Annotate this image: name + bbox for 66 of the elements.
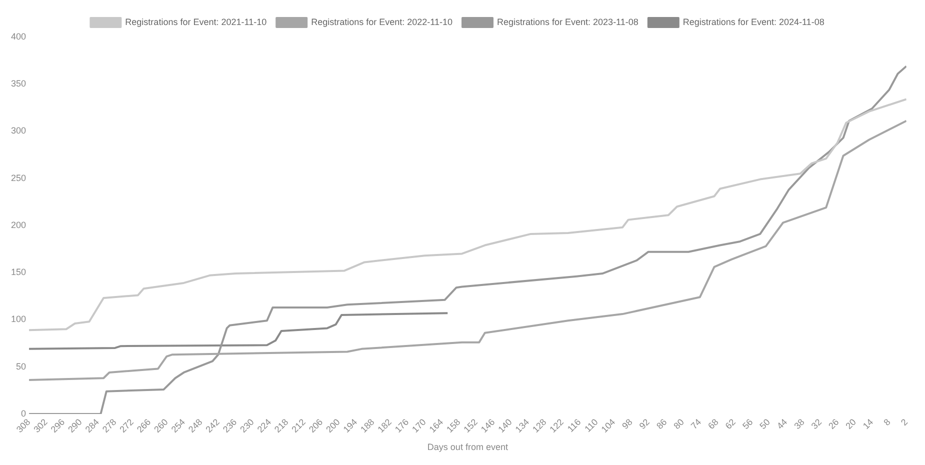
- y-tick-label: 400: [10, 31, 26, 42]
- x-tick-label: 242: [204, 416, 222, 435]
- y-tick-label: 0: [21, 408, 26, 418]
- x-tick-label: 182: [376, 416, 394, 435]
- y-tick-label: 150: [10, 267, 26, 278]
- y-tick-label: 350: [10, 78, 26, 89]
- x-tick-label: 284: [83, 416, 101, 435]
- y-tick-label: 300: [10, 126, 26, 136]
- x-tick-label: 116: [565, 416, 583, 434]
- x-tick-label: 254: [169, 416, 188, 435]
- x-tick-label: 260: [152, 416, 170, 435]
- x-tick-label: 248: [186, 416, 204, 435]
- x-axis-title: Days out from event: [427, 442, 508, 452]
- x-tick-label: 230: [238, 416, 256, 435]
- x-tick-label: 188: [358, 416, 376, 435]
- legend-label: Registrations for Event: 2021-11-10: [125, 16, 267, 27]
- x-tick-label: 218: [272, 416, 290, 435]
- x-tick-label: 110: [582, 416, 600, 434]
- x-tick-label: 146: [478, 416, 497, 435]
- x-tick-label: 278: [100, 416, 118, 435]
- x-tick-label: 2: [898, 416, 910, 428]
- x-tick-label: 266: [134, 416, 153, 435]
- x-tick-label: 164: [427, 416, 446, 435]
- x-tick-label: 92: [637, 416, 652, 432]
- x-tick-label: 308: [14, 416, 32, 435]
- x-tick-label: 80: [672, 416, 686, 432]
- x-tick-label: 26: [826, 416, 841, 432]
- y-tick-label: 200: [10, 220, 26, 230]
- x-tick-label: 140: [496, 416, 514, 435]
- x-tick-label: 194: [341, 416, 360, 435]
- x-tick-label: 68: [706, 416, 720, 432]
- x-tick-label: 212: [290, 416, 308, 435]
- x-tick-label: 176: [392, 416, 411, 435]
- x-tick-label: 236: [220, 416, 239, 435]
- x-tick-label: 56: [740, 416, 755, 432]
- x-tick-label: 152: [462, 416, 480, 435]
- x-tick-label: 50: [758, 416, 772, 432]
- x-tick-label: 38: [792, 416, 806, 432]
- x-tick-label: 86: [654, 416, 669, 432]
- x-tick-label: 32: [809, 416, 824, 432]
- y-tick-label: 100: [10, 314, 26, 324]
- x-tick-label: 104: [599, 416, 618, 435]
- x-tick-label: 302: [32, 416, 50, 435]
- x-tick-label: 62: [723, 416, 738, 432]
- x-tick-label: 128: [530, 416, 548, 435]
- y-tick-label: 250: [10, 172, 26, 183]
- x-tick-label: 206: [306, 416, 325, 435]
- legend-label: Registrations for Event: 2023-11-08: [497, 16, 638, 27]
- x-tick-label: 290: [66, 416, 84, 435]
- x-tick-label: 158: [444, 416, 462, 435]
- x-tick-label: 272: [118, 416, 136, 435]
- x-tick-label: 296: [48, 416, 67, 435]
- legend-label: Registrations for Event: 2024-11-08: [682, 16, 824, 27]
- x-tick-label: 122: [548, 416, 566, 435]
- x-tick-label: 170: [410, 416, 428, 435]
- y-tick-label: 50: [16, 361, 26, 372]
- x-tick-label: 224: [255, 416, 274, 435]
- x-tick-label: 74: [688, 416, 704, 432]
- x-tick-label: 44: [774, 416, 790, 432]
- x-tick-label: 14: [860, 416, 876, 432]
- x-tick-label: 98: [620, 416, 634, 432]
- x-tick-label: 200: [324, 416, 342, 435]
- x-tick-label: 8: [882, 416, 892, 428]
- legend-label: Registrations for Event: 2022-11-10: [311, 16, 453, 27]
- x-tick-label: 20: [844, 416, 858, 432]
- x-tick-label: 134: [513, 416, 532, 435]
